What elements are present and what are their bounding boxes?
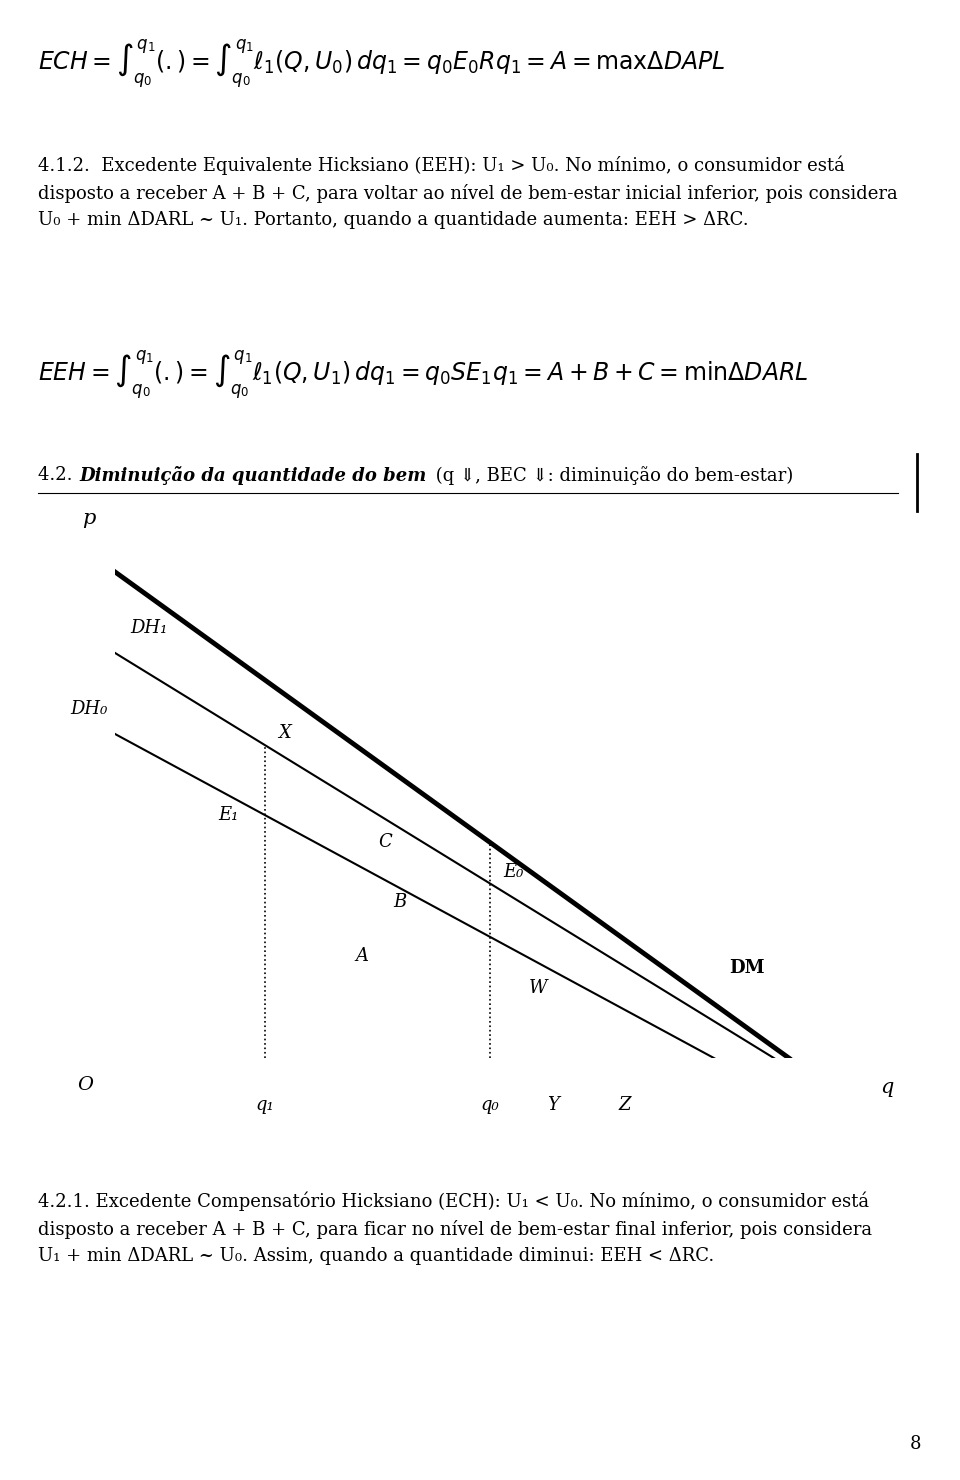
Text: Diminuição da quantidade do bem: Diminuição da quantidade do bem xyxy=(80,466,427,485)
Text: E₀: E₀ xyxy=(503,863,523,881)
Text: p: p xyxy=(83,509,96,527)
Text: E₁: E₁ xyxy=(218,807,239,824)
Text: $ECH = \int_{q_0}^{q_1}(.)= \int_{q_0}^{q_1} \ell_1(Q,U_0)\,dq_1 =q_0 E_0 Rq_1 =: $ECH = \int_{q_0}^{q_1}(.)= \int_{q_0}^{… xyxy=(38,37,726,90)
Text: q: q xyxy=(879,1079,893,1097)
Text: A: A xyxy=(356,947,369,965)
Text: Z: Z xyxy=(618,1097,631,1114)
Text: DM: DM xyxy=(730,959,765,977)
Text: 4.1.2.  Excedente Equivalente Hicksiano (EEH): U₁ > U₀. No mínimo, o consumidor : 4.1.2. Excedente Equivalente Hicksiano (… xyxy=(38,155,899,229)
Text: (q ⇓, BEC ⇓: diminuição do bem-estar): (q ⇓, BEC ⇓: diminuição do bem-estar) xyxy=(430,466,793,485)
Text: q₀: q₀ xyxy=(480,1097,499,1114)
Text: W: W xyxy=(529,978,547,998)
Text: B: B xyxy=(393,892,406,910)
Text: $EEH = \int_{q_0}^{q_1}(.)= \int_{q_0}^{q_1} \ell_1(Q,U_1)\,dq_1 = q_0 SE_1 q_1 : $EEH = \int_{q_0}^{q_1}(.)= \int_{q_0}^{… xyxy=(38,348,808,401)
Text: C: C xyxy=(378,833,392,851)
Text: O: O xyxy=(77,1076,93,1094)
Text: Y: Y xyxy=(547,1097,559,1114)
Text: 8: 8 xyxy=(910,1436,922,1453)
Text: q₁: q₁ xyxy=(255,1097,275,1114)
Text: DH₁: DH₁ xyxy=(131,619,168,636)
Text: X: X xyxy=(278,724,291,743)
Text: 4.2.: 4.2. xyxy=(38,466,90,484)
Text: DH₀: DH₀ xyxy=(70,700,108,718)
Text: 4.2.1. Excedente Compensatório Hicksiano (ECH): U₁ < U₀. No mínimo, o consumidor: 4.2.1. Excedente Compensatório Hicksiano… xyxy=(38,1191,873,1265)
